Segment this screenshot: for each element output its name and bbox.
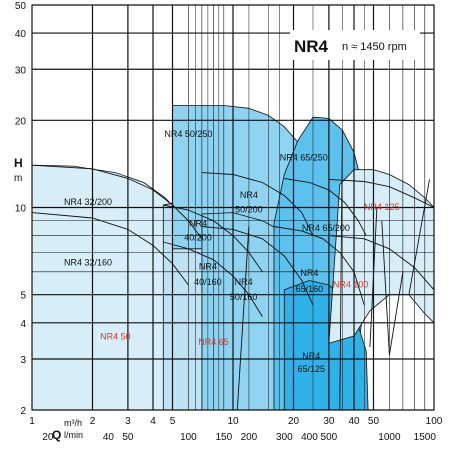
- x-tick-label-lmin: 100: [180, 432, 197, 443]
- x-tick-label-m3h: 2: [90, 416, 96, 427]
- curve-nr4-65-200: [284, 177, 367, 236]
- x-tick-label-m3h: 5: [170, 416, 176, 427]
- curve-nr4-50-160: [201, 226, 314, 306]
- x-tick-label-lmin: 40: [103, 432, 115, 443]
- region-label: NR4: [302, 351, 320, 361]
- x-tick-labels-lmin: 20 40 50 100 150 200 300 400 500 1000 1500: [42, 432, 436, 443]
- x-axis-label: Q: [52, 428, 61, 442]
- x-tick-label-lmin: 150: [215, 432, 232, 443]
- region-label: NR4 50/250: [164, 129, 212, 139]
- region-label: NR4 32/160: [64, 258, 112, 268]
- x-tick-label-lmin: 50: [122, 432, 134, 443]
- y-axis-unit: m: [14, 173, 22, 184]
- x-tick-label-lmin: 20: [42, 432, 54, 443]
- region-label: 65/125: [297, 364, 325, 374]
- y-tick-labels: 2 3 4 5 10 20 30 40 50: [15, 1, 27, 417]
- limit-line-60-right: [388, 271, 404, 355]
- x-tick-label-m3h: 50: [368, 416, 380, 427]
- region-label: NR4 65/250: [280, 153, 328, 163]
- region-label: 50/160: [230, 292, 258, 302]
- x-tick-label-lmin: 400: [301, 432, 318, 443]
- y-tick-label: 20: [15, 116, 27, 127]
- y-axis-label: H: [14, 156, 23, 170]
- x-tick-label-m3h: 20: [288, 416, 300, 427]
- region-label: 50/200: [235, 205, 263, 215]
- region-label: NR4 100: [333, 279, 369, 289]
- region-label: NR4: [240, 190, 258, 200]
- limit-line-10: [236, 226, 250, 411]
- x-tick-label-m3h: 4: [150, 416, 156, 427]
- region-label: NR4: [199, 262, 217, 272]
- limit-line-60-left: [381, 220, 390, 355]
- region-label: NR4 65/200: [302, 223, 350, 233]
- region-label: 65/160: [296, 284, 324, 294]
- curve-nr4-50-200: [201, 172, 314, 236]
- x-tick-label-lmin: 200: [241, 432, 258, 443]
- plot-frame: [31, 4, 435, 411]
- y-tick-label: 30: [15, 65, 27, 76]
- region-nr4-100-125: [328, 169, 435, 344]
- x-tick-labels-m3h: 1 2 3 4 5 10 20 30 40 50 100: [29, 416, 443, 427]
- chart-title: NR4: [294, 37, 329, 56]
- y-tick-label: 2: [20, 406, 26, 417]
- region-label: NR4 65: [198, 337, 229, 347]
- pump-regions: [31, 105, 435, 411]
- x-tick-label-lmin: 300: [276, 432, 293, 443]
- x-tick-label-lmin: 1000: [378, 432, 401, 443]
- region-label: 40/200: [184, 232, 212, 242]
- y-tick-label: 4: [20, 319, 26, 330]
- chart-grid: [31, 4, 435, 411]
- chart-subtitle: n ≈ 1450 rpm: [342, 41, 407, 53]
- y-tick-label: 5: [20, 291, 26, 302]
- region-labels: NR4 50/250 NR4 65/250 NR4 32/200 NR4 50/200 N…: [64, 129, 400, 374]
- x-tick-label-m3h: 3: [125, 416, 131, 427]
- x-axis-unit-m3h: m³/h: [64, 418, 82, 428]
- x-tick-label-m3h: 1: [29, 416, 35, 427]
- x-tick-label-m3h: 10: [227, 416, 239, 427]
- region-label: NR4: [235, 277, 253, 287]
- x-tick-label-m3h: 30: [323, 416, 335, 427]
- curve-nr4-32-160: [31, 212, 189, 286]
- limit-line-75: [408, 179, 430, 295]
- y-tick-label: 50: [15, 1, 27, 12]
- y-tick-label: 10: [15, 204, 27, 215]
- x-axis-unit-lmin: l/min: [64, 430, 83, 440]
- region-label: 40/160: [194, 277, 222, 287]
- x-tick-label-m3h: 40: [348, 416, 360, 427]
- x-tick-label-lmin: 500: [321, 432, 338, 443]
- x-tick-label-lmin: 1500: [414, 432, 437, 443]
- y-tick-label: 40: [15, 29, 27, 40]
- limit-line-34: [339, 130, 343, 411]
- region-label: NR4 125: [364, 202, 400, 212]
- curve-nr4-65-160: [273, 226, 365, 306]
- title-box: [290, 30, 420, 60]
- region-label: NR4 50: [100, 332, 131, 342]
- x-tick-label-m3h: 100: [426, 416, 443, 427]
- region-label: NR4: [300, 268, 318, 278]
- region-label: NR4: [189, 218, 207, 228]
- y-tick-label: 3: [20, 355, 26, 366]
- region-label: NR4 32/200: [64, 197, 112, 207]
- curve-nr4-40-160: [163, 241, 263, 317]
